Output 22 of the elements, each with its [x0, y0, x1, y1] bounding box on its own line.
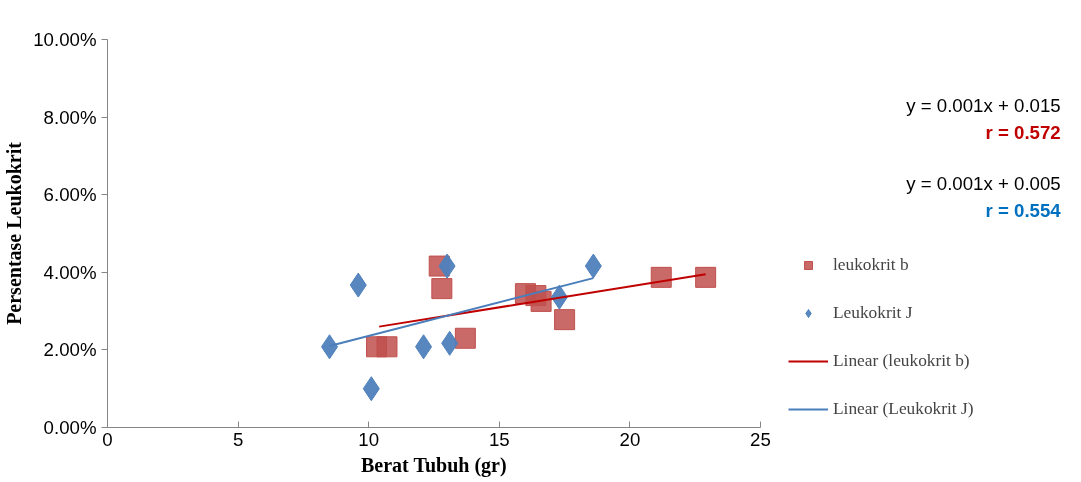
legend-label: leukokrit b	[833, 255, 909, 275]
y-tick-label: 10.00%	[33, 29, 97, 50]
y-tick-label: 0.00%	[43, 417, 97, 438]
x-tick-label: 5	[232, 428, 244, 450]
y-tick-label: 6.00%	[43, 184, 97, 206]
text: y = 0.001x + 0.015	[906, 94, 1061, 116]
legend-label: Leukokrit J	[833, 303, 913, 323]
legend-label: Linear (Leukokrit J)	[833, 399, 974, 419]
y-tick-label: 2.00%	[43, 339, 97, 361]
text: r = 0.554	[985, 199, 1062, 221]
text: y = 0.001x + 0.005	[906, 172, 1061, 194]
x-tick-label: 15	[488, 428, 510, 450]
x-tick-label: 20	[619, 428, 641, 450]
y-axis-title: Persentase Leukokrit	[3, 141, 26, 325]
x-tick-label: 0	[102, 428, 113, 450]
legend-label: Linear (leukokrit b)	[833, 351, 970, 371]
x-axis-title: Berat Tubuh (gr)	[361, 453, 507, 477]
y-tick-label: 4.00%	[43, 261, 97, 283]
y-tick-label: 8.00%	[43, 106, 97, 128]
text: r = 0.572	[985, 122, 1061, 144]
x-tick-label: 10	[358, 428, 380, 450]
x-tick-label: 25	[750, 428, 771, 450]
